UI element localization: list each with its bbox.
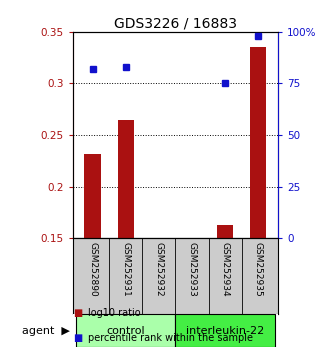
Bar xyxy=(217,225,233,238)
Bar xyxy=(250,47,266,238)
Text: agent  ▶: agent ▶ xyxy=(22,326,70,336)
Text: GSM252932: GSM252932 xyxy=(154,242,164,297)
Text: log10 ratio: log10 ratio xyxy=(88,308,140,318)
Bar xyxy=(84,154,101,238)
Text: GSM252890: GSM252890 xyxy=(88,242,97,297)
Text: GSM252935: GSM252935 xyxy=(254,242,263,297)
Text: ■: ■ xyxy=(73,333,82,343)
Bar xyxy=(175,314,275,347)
Title: GDS3226 / 16883: GDS3226 / 16883 xyxy=(114,17,237,31)
Text: GSM252934: GSM252934 xyxy=(220,242,230,297)
Bar xyxy=(76,314,175,347)
Text: GSM252931: GSM252931 xyxy=(121,242,130,297)
Bar xyxy=(118,120,134,238)
Text: percentile rank within the sample: percentile rank within the sample xyxy=(88,333,253,343)
Text: ■: ■ xyxy=(73,308,82,318)
Text: interleukin-22: interleukin-22 xyxy=(186,326,264,336)
Text: control: control xyxy=(107,326,145,336)
Text: GSM252933: GSM252933 xyxy=(187,242,197,297)
